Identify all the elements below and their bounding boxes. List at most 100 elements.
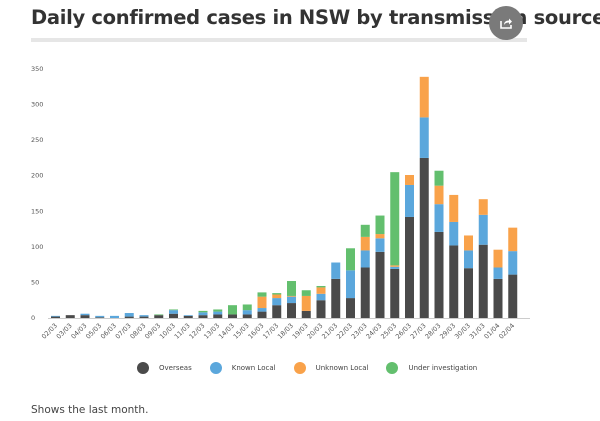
bar-segment-known-local[interactable] [478, 214, 488, 245]
bar-segment-overseas[interactable] [287, 303, 296, 318]
bar-segment-under-investigation[interactable] [360, 224, 370, 237]
bar-segment-unknown-local[interactable] [405, 175, 414, 185]
legend-item-under-investigation[interactable]: Under investigation [386, 362, 477, 374]
bar-segment-unknown-local[interactable] [478, 199, 488, 215]
bar-segment-unknown-local[interactable] [287, 295, 296, 297]
bar-segment-overseas[interactable] [301, 310, 311, 318]
bar-segment-known-local[interactable] [434, 204, 444, 232]
bar-segment-unknown-local[interactable] [301, 295, 311, 311]
bar-segment-known-local[interactable] [95, 315, 105, 318]
bar-segment-known-local[interactable] [419, 117, 429, 158]
bar-segment-known-local[interactable] [257, 308, 267, 312]
x-tick-label: 07/03 [114, 322, 133, 341]
chart-legend: Overseas Known Local Unknown Local Under in… [137, 362, 495, 374]
bar-segment-overseas[interactable] [242, 314, 252, 318]
bar-segment-under-investigation[interactable] [242, 304, 252, 311]
bar-segment-known-local[interactable] [346, 270, 355, 299]
bar-segment-overseas[interactable] [478, 244, 488, 318]
bar-segment-under-investigation[interactable] [375, 215, 385, 235]
bar-segment-under-investigation[interactable] [228, 305, 237, 315]
bar-segment-known-local[interactable] [287, 296, 296, 304]
bar-segment-overseas[interactable] [449, 245, 459, 318]
bar-segment-known-local[interactable] [198, 312, 208, 316]
bar-segment-overseas[interactable] [183, 315, 193, 318]
bar-segment-overseas[interactable] [331, 278, 341, 318]
bar-segment-overseas[interactable] [375, 251, 385, 318]
bar-segment-known-local[interactable] [272, 298, 282, 306]
bar-segment-unknown-local[interactable] [419, 76, 429, 118]
bar-segment-unknown-local[interactable] [464, 235, 473, 251]
bar-segment-overseas[interactable] [65, 315, 75, 318]
bar-segment-unknown-local[interactable] [390, 265, 400, 267]
bar-segment-overseas[interactable] [360, 267, 370, 318]
bar-segment-known-local[interactable] [508, 251, 518, 275]
legend-item-unknown-local[interactable]: Unknown Local [293, 362, 368, 374]
bar-segment-known-local[interactable] [169, 310, 178, 314]
bar-segment-overseas[interactable] [316, 300, 326, 318]
bar-segment-overseas[interactable] [213, 314, 223, 318]
bar-segment-overseas[interactable] [228, 314, 237, 318]
bar-segment-known-local[interactable] [390, 266, 400, 269]
bar-segment-overseas[interactable] [95, 317, 105, 318]
bar-segment-unknown-local[interactable] [434, 185, 444, 205]
bar-segment-unknown-local[interactable] [316, 287, 326, 294]
bar-segment-under-investigation[interactable] [434, 170, 444, 186]
bar-segment-under-investigation[interactable] [198, 310, 208, 313]
bar-segment-known-local[interactable] [360, 250, 370, 268]
bar-segment-known-local[interactable] [110, 315, 119, 318]
bar-segment-overseas[interactable] [346, 298, 355, 318]
bar-segment-overseas[interactable] [257, 311, 267, 318]
bar-segment-overseas[interactable] [139, 316, 149, 318]
bar-segment-under-investigation[interactable] [257, 292, 267, 297]
bar-segment-overseas[interactable] [80, 315, 90, 318]
bar-segment-overseas[interactable] [419, 157, 429, 318]
bar-segment-overseas[interactable] [405, 216, 414, 318]
x-tick-label: 18/03 [276, 322, 295, 341]
bar-segment-overseas[interactable] [272, 305, 282, 318]
bar-segment-overseas[interactable] [493, 278, 503, 318]
bar-segment-unknown-local[interactable] [360, 236, 370, 251]
bar-segment-overseas[interactable] [124, 316, 134, 318]
bar-segment-known-local[interactable] [464, 250, 473, 269]
bar-segment-overseas[interactable] [464, 268, 473, 318]
bar-segment-under-investigation[interactable] [213, 309, 223, 312]
bar-segment-known-local[interactable] [449, 221, 459, 246]
bar-segment-known-local[interactable] [316, 293, 326, 301]
bar-segment-overseas[interactable] [508, 274, 518, 318]
bar-segment-unknown-local[interactable] [493, 249, 503, 268]
bar-segment-known-local[interactable] [80, 313, 90, 316]
bar-segment-overseas[interactable] [434, 231, 444, 318]
bar-segment-unknown-local[interactable] [449, 194, 459, 222]
legend-item-overseas[interactable]: Overseas [137, 362, 192, 374]
bar-segment-under-investigation[interactable] [390, 172, 400, 266]
bar-segment-unknown-local[interactable] [257, 296, 267, 309]
bar-segment-overseas[interactable] [390, 268, 400, 318]
bar-segment-under-investigation[interactable] [287, 281, 296, 296]
bar-segment-known-local[interactable] [139, 315, 149, 317]
bar-segment-under-investigation[interactable] [301, 290, 311, 296]
bar-segment-unknown-local[interactable] [375, 234, 385, 239]
legend-item-known-local[interactable]: Known Local [209, 362, 276, 374]
x-tick-label: 27/03 [409, 322, 428, 341]
bar-segment-under-investigation[interactable] [346, 248, 355, 271]
bar-segment-unknown-local[interactable] [508, 227, 518, 252]
bar-segment-overseas[interactable] [154, 315, 164, 318]
bar-segment-known-local[interactable] [51, 315, 60, 317]
bar-segment-under-investigation[interactable] [316, 285, 326, 288]
bar-segment-under-investigation[interactable] [169, 309, 178, 311]
bar-segment-known-local[interactable] [375, 238, 385, 252]
bar-segment-under-investigation[interactable] [154, 314, 164, 316]
bar-segment-known-local[interactable] [124, 313, 134, 317]
bar-segment-known-local[interactable] [493, 267, 503, 279]
bar-segment-unknown-local[interactable] [272, 294, 282, 299]
bar-segment-overseas[interactable] [198, 315, 208, 318]
bar-segment-known-local[interactable] [183, 315, 193, 316]
bar-segment-overseas[interactable] [169, 313, 178, 318]
bar-segment-known-local[interactable] [331, 262, 341, 279]
bar-segment-known-local[interactable] [242, 310, 252, 315]
bar-segment-under-investigation[interactable] [272, 293, 282, 295]
bar-segment-known-local[interactable] [213, 311, 223, 315]
share-button[interactable] [489, 6, 523, 40]
bar-segment-overseas[interactable] [51, 316, 60, 318]
bar-segment-known-local[interactable] [405, 184, 414, 217]
